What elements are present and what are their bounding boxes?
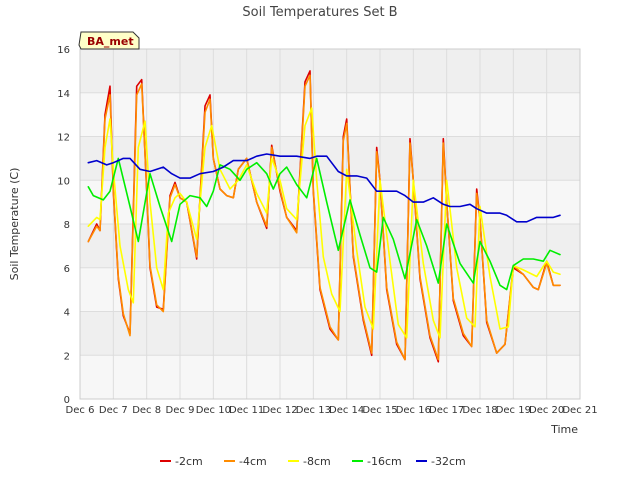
- plot-frame: [79, 48, 581, 400]
- x-axis-label: Time: [550, 423, 578, 436]
- plot-band: [80, 92, 580, 137]
- x-tick-label: Dec 15: [362, 405, 397, 416]
- grid-lines: [79, 48, 581, 400]
- legend: -2cm -4cm -8cm -16cm -32cm: [160, 455, 466, 468]
- y-tick-label: 12: [57, 133, 70, 144]
- x-tick-label: Dec 16: [396, 405, 431, 416]
- y-tick-label: 10: [57, 176, 70, 187]
- y-tick-label: 2: [64, 351, 70, 362]
- x-tick-label: Dec 19: [496, 405, 531, 416]
- plot-band: [80, 136, 580, 181]
- station-badge: BA_met: [78, 31, 140, 50]
- station-badge-label: BA_met: [87, 35, 134, 48]
- plot-band: [80, 49, 580, 93]
- plot-band: [80, 224, 580, 268]
- series-layer: [87, 70, 561, 363]
- y-tick-label: 4: [64, 308, 70, 319]
- x-tick-label: Dec 9: [166, 405, 195, 416]
- x-tick-label: Dec 21: [562, 405, 597, 416]
- x-tick-label: Dec 8: [132, 405, 161, 416]
- x-tick-label: Dec 10: [196, 405, 231, 416]
- x-tick-label: Dec 13: [296, 405, 331, 416]
- chart-title: Soil Temperatures Set B: [242, 5, 397, 20]
- legend-label: -32cm: [431, 455, 466, 468]
- y-tick-label: 14: [57, 89, 70, 100]
- series-line-minus-16cm: [87, 157, 561, 291]
- x-tick-label: Dec 7: [99, 405, 128, 416]
- legend-label: -16cm: [367, 455, 402, 468]
- x-tick-label: Dec 12: [262, 405, 297, 416]
- x-tick-label: Dec 11: [229, 405, 264, 416]
- y-tick-labels: 0 2 4 6 8 10 12 14 16: [57, 45, 70, 406]
- plot-band: [80, 311, 580, 356]
- y-tick-label: 16: [57, 45, 70, 56]
- x-tick-label: Dec 14: [329, 405, 364, 416]
- y-tick-label: 6: [64, 264, 70, 275]
- x-tick-label: Dec 20: [529, 405, 564, 416]
- legend-label: -8cm: [303, 455, 331, 468]
- x-tick-label: Dec 17: [429, 405, 464, 416]
- series-line-minus-4cm: [87, 74, 561, 361]
- legend-label: -2cm: [175, 455, 203, 468]
- legend-label: -4cm: [239, 455, 267, 468]
- plot-bands: [80, 49, 580, 399]
- y-tick-label: 8: [64, 220, 70, 231]
- plot-band: [80, 355, 580, 399]
- series-line-minus-8cm: [87, 107, 561, 339]
- station-badge-box: [78, 31, 140, 50]
- y-axis-label: Soil Temperature (C): [8, 168, 21, 281]
- y-tick-label: 0: [64, 395, 70, 406]
- x-tick-label: Dec 18: [462, 405, 497, 416]
- x-tick-label: Dec 6: [66, 405, 95, 416]
- series-line-minus-32cm: [87, 153, 561, 223]
